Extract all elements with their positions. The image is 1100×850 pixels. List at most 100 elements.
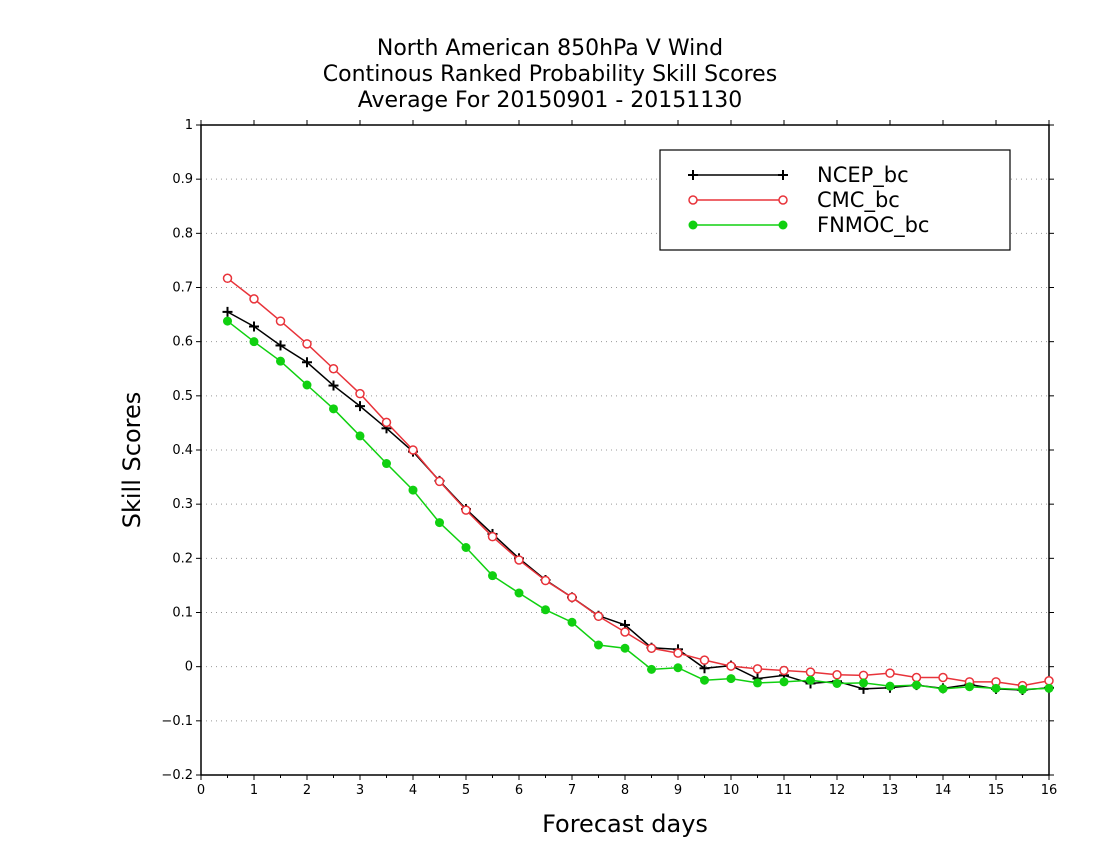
data-point-cmc-bc (646, 643, 657, 653)
y-tick-label: 0.6 (172, 335, 193, 350)
data-point-fnmoc-bc (1018, 684, 1027, 694)
data-point-cmc-bc (328, 364, 339, 374)
data-point-cmc-bc (673, 648, 683, 658)
data-point-fnmoc-bc (832, 678, 842, 688)
x-tick-label: 10 (723, 783, 740, 798)
data-point-fnmoc-bc (355, 431, 365, 441)
data-point-ncep-bc (302, 357, 312, 368)
data-point-fnmoc-bc (594, 640, 603, 650)
data-point-fnmoc-bc (620, 643, 630, 653)
chart-title-line-1: North American 850hPa V Wind (376, 36, 724, 61)
axis-ticks: −0.2−0.100.10.20.30.40.50.60.70.80.910 1 2… (161, 118, 1057, 798)
y-tick-label: −0.2 (161, 768, 193, 783)
data-point-cmc-bc (752, 664, 763, 674)
data-point-cmc-bc (434, 476, 445, 487)
legend-marker-cmc-bc (688, 195, 698, 205)
data-point-cmc-bc (514, 555, 524, 565)
x-tick-label: 16 (1041, 783, 1058, 798)
series-line-fnmoc-bc (227, 320, 1050, 691)
data-point-fnmoc-bc (382, 459, 391, 469)
data-point-fnmoc-bc (435, 518, 444, 528)
data-point-fnmoc-bc (726, 674, 736, 684)
x-tick-label: 4 (409, 783, 417, 798)
y-tick-label: 0.1 (172, 606, 193, 621)
data-point-cmc-bc (540, 575, 551, 586)
data-point-fnmoc-bc (912, 680, 921, 690)
x-tick-label: 2 (303, 783, 311, 798)
y-tick-label: 0.5 (172, 389, 193, 404)
x-tick-label: 6 (515, 783, 523, 798)
data-point-ncep-bc (275, 340, 286, 351)
data-point-cmc-bc (593, 611, 604, 622)
data-point-fnmoc-bc (965, 682, 974, 692)
data-point-fnmoc-bc (249, 337, 259, 347)
data-point-fnmoc-bc (753, 678, 762, 688)
x-tick-label: 15 (988, 783, 1005, 798)
y-tick-label: 0.7 (172, 281, 193, 296)
x-tick-label: 5 (462, 783, 470, 798)
data-point-ncep-bc (328, 380, 339, 391)
legend-marker-fnmoc-bc (778, 220, 788, 230)
series-line-ncep-bc (227, 311, 1050, 691)
data-point-fnmoc-bc (700, 675, 709, 685)
data-point-ncep-bc (249, 321, 259, 332)
y-tick-label: 1 (185, 118, 193, 133)
series-ncep-bc (222, 306, 1054, 695)
x-tick-label: 11 (776, 783, 793, 798)
data-point-fnmoc-bc (991, 683, 1001, 693)
data-point-cmc-bc (911, 672, 922, 683)
legend-marker-cmc-bc (778, 195, 788, 205)
data-point-cmc-bc (779, 665, 789, 676)
data-point-fnmoc-bc (806, 675, 815, 685)
series-fnmoc-bc (223, 316, 1054, 694)
y-tick-label: 0.9 (172, 172, 193, 187)
series-layer (222, 273, 1054, 695)
data-point-fnmoc-bc (647, 664, 656, 674)
data-point-fnmoc-bc (1044, 683, 1054, 693)
data-point-cmc-bc (858, 670, 869, 681)
data-point-fnmoc-bc (302, 380, 312, 390)
data-point-cmc-bc (487, 531, 498, 542)
x-tick-label: 0 (197, 783, 205, 798)
legend-marker-fnmoc-bc (688, 220, 698, 230)
x-axis-label: Forecast days (542, 810, 708, 838)
x-tick-label: 8 (621, 783, 629, 798)
data-point-cmc-bc (1044, 676, 1054, 686)
y-tick-label: 0 (185, 660, 193, 675)
data-point-fnmoc-bc (673, 663, 683, 673)
data-point-cmc-bc (249, 294, 259, 304)
y-tick-label: 0.2 (172, 551, 193, 566)
x-tick-label: 3 (356, 783, 364, 798)
data-point-cmc-bc (699, 655, 710, 665)
y-tick-label: 0.3 (172, 497, 193, 512)
data-point-cmc-bc (408, 445, 418, 455)
data-point-ncep-bc (699, 663, 710, 674)
y-tick-label: 0.8 (172, 226, 193, 241)
chart-title-line-3: Average For 20150901 - 20151130 (357, 88, 743, 113)
legend-label-cmc-bc: CMC_bc (817, 188, 900, 213)
data-point-ncep-bc (355, 401, 365, 412)
data-point-fnmoc-bc (223, 316, 232, 326)
y-tick-label: −0.1 (161, 714, 193, 729)
data-point-cmc-bc (726, 661, 736, 671)
data-point-fnmoc-bc (408, 485, 418, 495)
series-line-cmc-bc (227, 277, 1050, 687)
data-point-fnmoc-bc (276, 356, 285, 366)
data-point-cmc-bc (938, 672, 948, 683)
data-point-ncep-bc (222, 306, 233, 317)
data-point-cmc-bc (275, 316, 286, 326)
x-tick-label: 1 (250, 783, 258, 798)
x-tick-label: 7 (568, 783, 576, 798)
legend-marker-ncep-bc (778, 170, 788, 180)
data-point-cmc-bc (461, 505, 471, 515)
y-tick-label: 0.4 (172, 443, 193, 458)
data-point-fnmoc-bc (885, 681, 895, 691)
data-point-fnmoc-bc (938, 684, 948, 694)
chart-title-line-2: Continous Ranked Probability Skill Score… (322, 62, 778, 87)
legend-label-ncep-bc: NCEP_bc (817, 163, 909, 188)
data-point-cmc-bc (302, 339, 312, 349)
x-tick-label: 12 (829, 783, 846, 798)
data-point-fnmoc-bc (541, 605, 550, 615)
